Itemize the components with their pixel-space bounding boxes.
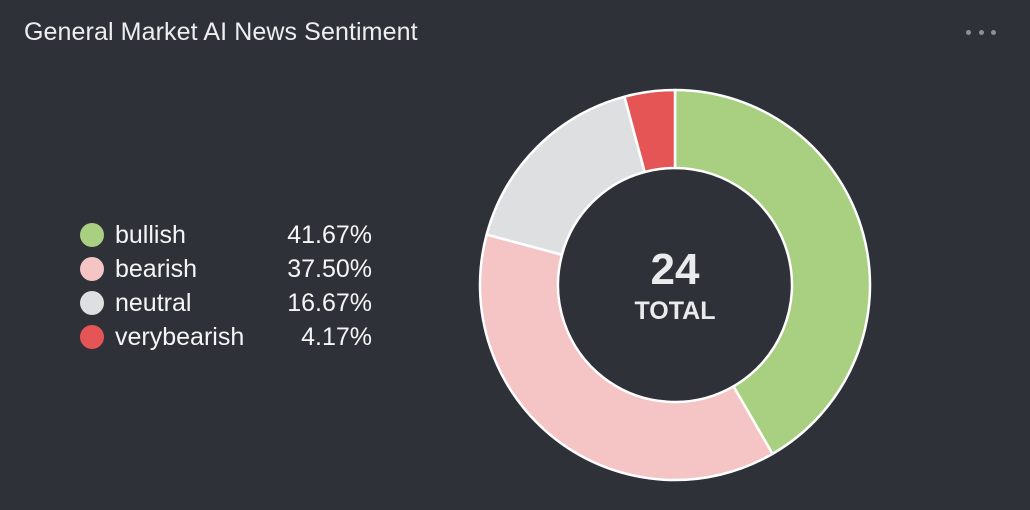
legend-swatch [80, 291, 104, 315]
legend-item-bullish[interactable]: bullish 41.67% [80, 218, 380, 252]
legend-label: bearish [115, 254, 197, 283]
legend-swatch [80, 223, 104, 247]
legend-label: neutral [115, 288, 192, 317]
legend-item-bearish[interactable]: bearish 37.50% [80, 252, 380, 286]
menu-dot [966, 29, 971, 35]
menu-dot [978, 29, 984, 35]
legend-label: verybearish [115, 322, 245, 351]
legend-value: 4.17% [301, 322, 372, 351]
donut-slice-neutral[interactable] [485, 95, 646, 257]
card-title: General Market AI News Sentiment [24, 18, 418, 46]
donut-slice-verybearish[interactable] [623, 88, 677, 174]
legend-item-verybearish[interactable]: verybearish 4.17% [80, 320, 380, 354]
legend-item-neutral[interactable]: neutral 16.67% [80, 286, 380, 320]
donut-svg [478, 88, 872, 482]
more-horizontal-icon[interactable] [966, 26, 996, 38]
menu-dot [991, 29, 996, 35]
donut-slice-bearish[interactable] [478, 233, 774, 482]
total-label: TOTAL [634, 297, 716, 325]
legend-swatch [80, 325, 104, 349]
total-count: 24 [650, 245, 700, 294]
legend-value: 41.67% [287, 220, 372, 249]
chart-legend: bullish 41.67% bearish 37.50% neutral 16.67% v… [80, 218, 380, 354]
donut-chart: 24 TOTAL [470, 80, 880, 490]
legend-label: bullish [115, 220, 186, 249]
donut-slice-bullish[interactable] [673, 88, 872, 456]
legend-swatch [80, 257, 104, 281]
legend-value: 37.50% [287, 254, 372, 283]
legend-value: 16.67% [287, 288, 372, 317]
